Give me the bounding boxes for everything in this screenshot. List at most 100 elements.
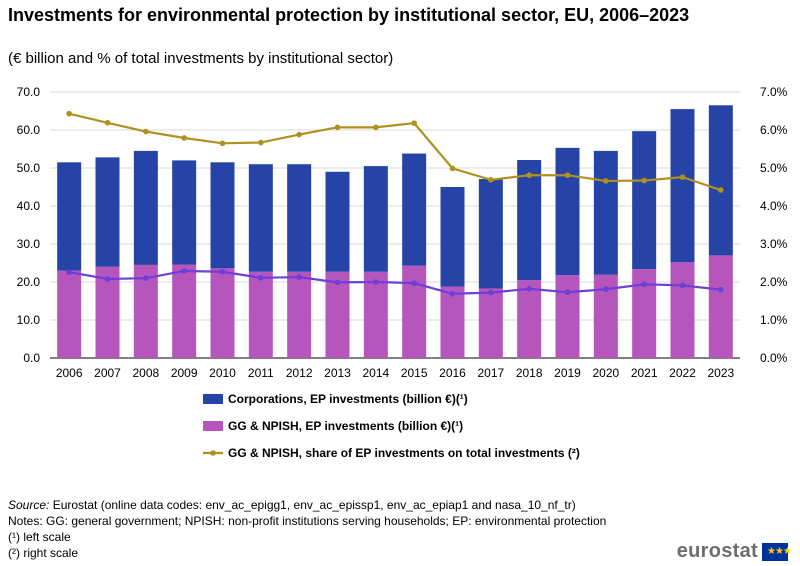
legend-label: GG & NPISH, EP investments (billion €)(¹… <box>228 419 463 433</box>
left-tick-label: 0.0 <box>23 351 40 365</box>
source-note: Source: Eurostat (online data codes: env… <box>8 498 576 513</box>
bar-segment <box>210 268 235 358</box>
line-point <box>449 165 456 172</box>
bar-segment <box>57 270 82 358</box>
line-point <box>334 279 341 286</box>
notes: Notes: GG: general government; NPISH: no… <box>8 514 607 528</box>
line-point <box>603 286 609 293</box>
bar-segment <box>440 187 465 287</box>
right-tick-label: 2.0% <box>760 275 788 289</box>
source-text: Eurostat (online data codes: env_ac_epig… <box>49 498 576 512</box>
lines-group <box>66 110 724 297</box>
line-point <box>718 286 724 293</box>
line-point <box>66 110 72 117</box>
line-point <box>181 135 187 141</box>
bar-segment <box>402 153 427 266</box>
line-point <box>488 176 494 183</box>
left-tick-label: 40.0 <box>17 199 41 213</box>
bar-segment <box>517 280 542 358</box>
left-tick-label: 30.0 <box>17 237 41 251</box>
right-tick-label: 1.0% <box>760 313 788 327</box>
x-tick-label: 2021 <box>631 366 658 380</box>
bar-segment <box>708 255 733 358</box>
line-point <box>526 286 532 292</box>
logo-text: eurostat <box>676 540 758 562</box>
bar-segment <box>325 171 350 272</box>
line-point <box>296 131 302 138</box>
x-tick-label: 2022 <box>669 366 696 380</box>
bar-segment <box>478 288 503 358</box>
x-tick-label: 2020 <box>592 366 619 380</box>
right-tick-label: 4.0% <box>760 199 788 213</box>
bar-segment <box>210 162 235 269</box>
x-tick-label: 2018 <box>516 366 543 380</box>
bar-segment <box>555 147 580 276</box>
legend: Corporations, EP investments (billion €)… <box>203 392 580 460</box>
right-tick-label: 6.0% <box>760 123 788 137</box>
line-point <box>564 172 571 179</box>
bar-segment <box>440 286 465 358</box>
x-tick-label: 2023 <box>707 366 734 380</box>
x-tick-label: 2007 <box>94 366 121 380</box>
line-point <box>258 139 264 146</box>
left-scale-note: (¹) left scale <box>8 530 71 544</box>
line-point <box>258 275 264 281</box>
x-tick-label: 2015 <box>401 366 428 380</box>
bar-segment <box>402 265 427 358</box>
bar-segment <box>287 164 312 272</box>
bar-segment <box>670 262 695 358</box>
line-point <box>143 275 149 282</box>
x-tick-label: 2012 <box>286 366 313 380</box>
x-tick-label: 2019 <box>554 366 581 380</box>
axes-group: 0.0 10.0 20.0 30.0 40.0 50.0 60.0 70.0 0.0% 1.0% 2… <box>17 85 788 380</box>
line-point <box>104 119 111 126</box>
bar-segment <box>325 271 350 358</box>
line-point <box>641 177 647 184</box>
chart-subtitle: (€ billion and % of total investments by… <box>8 50 394 67</box>
x-tick-label: 2009 <box>171 366 198 380</box>
chart: 0.0 10.0 20.0 30.0 40.0 50.0 60.0 70.0 0.0% 1.0% 2… <box>17 85 788 460</box>
source-label: Source: <box>8 498 50 512</box>
right-tick-label: 7.0% <box>760 85 788 99</box>
series-line <box>68 269 721 295</box>
bar-segment <box>95 266 120 358</box>
line-point <box>219 268 226 275</box>
x-tick-label: 2017 <box>477 366 504 380</box>
bar-segment <box>248 271 273 358</box>
line-point <box>411 280 417 286</box>
line-point <box>641 281 647 288</box>
bar-segment <box>555 275 580 358</box>
right-scale-note: (²) right scale <box>8 546 79 560</box>
line-point <box>526 172 532 179</box>
eu-flag-icon: ★★★ <box>762 542 792 561</box>
line-point <box>488 289 494 296</box>
chart-title: Investments for environmental protection… <box>8 5 690 25</box>
line-point <box>373 124 379 131</box>
line-point <box>564 289 571 296</box>
line-point <box>334 124 341 131</box>
left-tick-label: 10.0 <box>17 313 41 327</box>
left-tick-label: 50.0 <box>17 161 41 175</box>
line-point <box>449 290 456 297</box>
bar-segment <box>95 157 120 267</box>
left-tick-label: 60.0 <box>17 123 41 137</box>
bar-segment <box>478 179 503 289</box>
bar-segment <box>172 264 197 358</box>
right-tick-label: 0.0% <box>760 351 788 365</box>
legend-label: Corporations, EP investments (billion €)… <box>228 392 468 406</box>
line-point <box>679 174 686 180</box>
line-point <box>143 128 149 135</box>
x-tick-label: 2014 <box>362 366 389 380</box>
gridlines <box>50 91 740 359</box>
x-tick-label: 2006 <box>56 366 83 380</box>
eurostat-logo: eurostat ★★★ <box>676 540 792 563</box>
bar-segment <box>248 164 273 272</box>
line-point <box>411 120 417 126</box>
bar-segment <box>670 109 695 263</box>
line-point <box>603 178 609 184</box>
line-point <box>373 279 379 285</box>
x-tick-label: 2008 <box>132 366 159 380</box>
x-tick-label: 2013 <box>324 366 351 380</box>
series-line <box>68 112 722 192</box>
line-point <box>66 269 72 275</box>
